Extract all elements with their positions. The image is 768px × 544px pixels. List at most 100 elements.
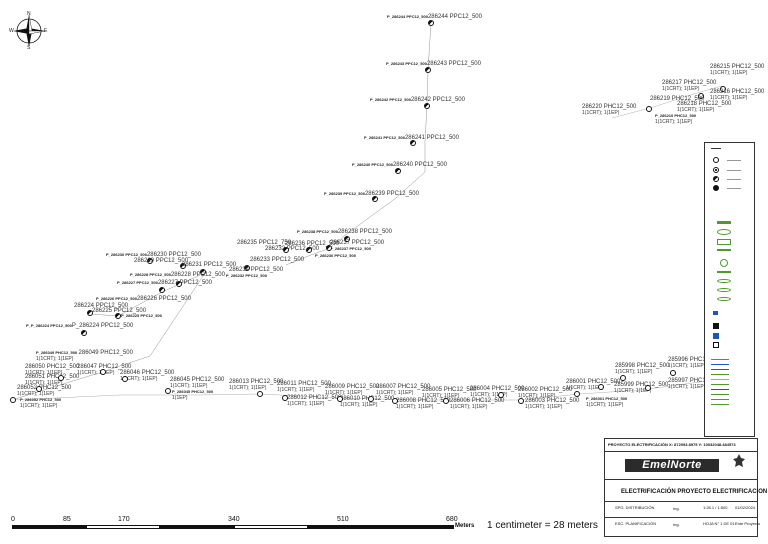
pole-label[interactable]: 286217 PHC12_500 1(1CRT); 1(1EP) <box>662 80 717 92</box>
pole-label[interactable]: P_286232 PPC12_500 <box>226 273 267 278</box>
pole-label[interactable]: P_286238 PPC12_500286238 PPC12_500 <box>297 229 392 235</box>
pole-marker[interactable] <box>598 384 604 390</box>
pole-label[interactable]: P_286237 PPC12_500 <box>330 246 371 251</box>
pole-marker[interactable] <box>646 106 652 112</box>
pole-label[interactable]: 286218 PHC12_500 1(1CRT); 1(1EP) <box>677 101 732 113</box>
pole-label[interactable]: 286229 PPC12_500 <box>134 258 189 264</box>
pole-label[interactable]: 286232 PPC12_500 <box>265 246 320 252</box>
pole-label[interactable]: 286013 PHC12_500 1(1CRT); 1(1EP) <box>229 379 284 391</box>
pole-label[interactable]: 286051 PHC12_500 1(1CRT); 1(1EP) <box>25 374 80 386</box>
pole-label[interactable]: P_286049 PHC12_500 286049 PHC12_500 1(1CR… <box>36 350 133 362</box>
pole-label[interactable]: 286047 PHC12_500 1(1CRT); 1(1EP) <box>77 364 132 376</box>
pole-marker[interactable] <box>165 388 171 394</box>
pole-marker[interactable] <box>100 369 106 375</box>
pole-label[interactable]: 285997 PHC12_500 1(1CRT); 1(1EP) <box>668 378 723 390</box>
pole-label[interactable]: 285999 PHC12_500 1(1CRT); 1(1EP) <box>614 382 669 394</box>
pole-marker[interactable] <box>283 247 289 253</box>
pole-marker[interactable] <box>58 375 64 381</box>
pole-label[interactable]: 286234 PPC12_500 <box>229 267 284 273</box>
pole-label[interactable]: 286235 PPC12_750 <box>237 240 292 246</box>
pole-marker[interactable] <box>720 86 726 92</box>
pole-label[interactable]: 286046 PHC12_500 1(1CRT); 1(1EP) <box>120 370 175 382</box>
pole-marker[interactable] <box>670 370 676 376</box>
pole-marker[interactable] <box>574 391 580 397</box>
pole-label[interactable]: P_286045 PHC12_500 1(1EP) <box>172 389 214 401</box>
pole-label[interactable]: P_286230 PPC12_500286230 PPC12_500 <box>106 252 201 258</box>
pole-label[interactable]: P_286241 PPC12_500286241 PPC12_500 <box>364 135 459 141</box>
pole-marker[interactable] <box>424 103 430 109</box>
pole-label[interactable]: 286224 PPC12_500 <box>74 303 129 309</box>
pole-label[interactable]: P_286236 PPC12_500 <box>315 253 356 258</box>
pole-marker[interactable] <box>392 398 398 404</box>
pole-marker[interactable] <box>645 385 651 391</box>
pole-label[interactable]: 286002 PHC12_500 1(1CRT); 1(1EP) <box>518 387 573 399</box>
pole-marker[interactable] <box>176 281 182 287</box>
pole-label[interactable]: 286236 PPC12_500 <box>285 241 340 247</box>
pole-label[interactable]: 286011 PHC12_500 1(1CRT); 1(1EP) <box>277 381 331 393</box>
pole-marker[interactable] <box>620 375 626 381</box>
pole-label[interactable]: 285998 PHC12_500 1(1CRT); 1(1EP) <box>615 363 670 375</box>
pole-marker[interactable] <box>122 376 128 382</box>
pole-label[interactable]: 286005 PHC12_500 1(1CRT); 1(1EP) <box>422 387 477 399</box>
pole-marker[interactable] <box>81 330 87 336</box>
pole-label[interactable]: 286215 PHC12_500 1(1CRT); 1(1EP) <box>710 64 765 76</box>
pole-marker[interactable] <box>200 269 206 275</box>
pole-label[interactable]: 286010 PHC12_500 1(1CRT); 1(1EP) <box>340 396 395 408</box>
pole-label[interactable]: 286233 PPC12_500 <box>250 257 305 263</box>
pole-label[interactable]: 286006 PHC12_500 1(1CRT); 1(1EP) <box>450 398 505 410</box>
pole-label[interactable]: 286219 PHC12_500 <box>650 96 705 102</box>
pole-label[interactable]: P_286001 PHC12_500 1(1CRT); 1(1EP) <box>586 396 628 408</box>
pole-label[interactable]: P_286226 PPC12_500286226 PPC12_500 <box>96 296 191 302</box>
pole-marker[interactable] <box>244 265 250 271</box>
pole-label[interactable]: P_286239 PPC12_500286239 PPC12_500 <box>324 191 419 197</box>
pole-label[interactable]: P_286242 PPC12_500286242 PPC12_500 <box>370 97 465 103</box>
pole-marker[interactable] <box>344 236 350 242</box>
pole-marker[interactable] <box>498 392 504 398</box>
pole-label[interactable]: P_P_286224 PPC12_500P_286224 PPC12_500 <box>26 323 134 329</box>
pole-marker[interactable] <box>698 93 704 99</box>
pole-marker[interactable] <box>443 398 449 404</box>
pole-marker[interactable] <box>368 396 374 402</box>
pole-label[interactable]: 286045 PHC12_500 1(1CRT); 1(1EP) <box>170 377 225 389</box>
pole-label[interactable]: 286009 PHC12_500 1(1CRT); 1(1EP) <box>325 384 380 396</box>
pole-marker[interactable] <box>306 247 312 253</box>
pole-label[interactable]: P_286227 PPC12_500286227 PPC12_500 <box>117 280 212 286</box>
pole-label[interactable]: 286007 PHC12_500 1(1CRT); 1(1EP) <box>376 384 431 396</box>
pole-marker[interactable] <box>10 397 16 403</box>
pole-marker[interactable] <box>337 396 343 402</box>
pole-label[interactable]: 286008 PHC12_500 1(1CRT); 1(1EP) <box>396 398 451 410</box>
pole-label[interactable]: 286237 PPC12_500 <box>330 240 385 246</box>
pole-marker[interactable] <box>87 310 93 316</box>
pole-marker[interactable] <box>395 168 401 174</box>
pole-marker[interactable] <box>410 140 416 146</box>
pole-marker[interactable] <box>428 20 434 26</box>
pole-label[interactable]: 286225 PPC12_500 <box>92 308 147 314</box>
pole-label[interactable]: 285996 PHC12_500 1(1CRT); 1(1EP) <box>668 357 723 369</box>
pole-label[interactable]: 286216 PHC12_500 1(1CRT); 1(1EP) <box>710 89 765 101</box>
pole-marker[interactable] <box>518 398 524 404</box>
pole-label[interactable]: 286052 PHC12_500 1(1CRT); 1(1EP) <box>17 385 72 397</box>
pole-label[interactable]: P_286228 PPC12_500286228 PPC12_500 <box>130 272 225 278</box>
pole-label[interactable]: P_286225 PPC12_500 <box>121 313 162 318</box>
pole-label[interactable]: P_286240 PPC12_500286240 PPC12_500 <box>352 162 447 168</box>
pole-label[interactable]: 286001 PHC12_500 1(1CRT); 1(1EP) <box>566 379 621 391</box>
pole-marker[interactable] <box>257 391 263 397</box>
pole-marker[interactable] <box>36 386 42 392</box>
pole-marker[interactable] <box>282 395 288 401</box>
pole-marker[interactable] <box>147 258 153 264</box>
pole-label[interactable]: 286003 PHC12_500 1(1CRT); 1(1EP) <box>525 398 580 410</box>
pole-marker[interactable] <box>115 313 121 319</box>
pole-label[interactable]: 286231 PPC12_500 <box>182 262 237 268</box>
pole-label[interactable]: 286012 PHC12_500 1(1CRT); 1(1EP) <box>287 395 342 407</box>
pole-label[interactable]: P_286244 PPC12_500286244 PPC12_500 <box>387 14 482 20</box>
pole-label[interactable]: P_286052 PHC12_500 1(1CRT); 1(1EP) <box>20 397 62 409</box>
pole-label[interactable]: P_286210 PHC12_500 1(1CRT); 1(1EP) <box>655 113 697 125</box>
pole-label[interactable]: P_286243 PPC12_500286243 PPC12_500 <box>386 61 481 67</box>
pole-marker[interactable] <box>425 67 431 73</box>
pole-marker[interactable] <box>326 245 332 251</box>
pole-label[interactable]: 286050 PHC12_500 1(1CRT); 1(1EP) <box>25 364 80 376</box>
pole-marker[interactable] <box>159 287 165 293</box>
pole-label[interactable]: 286220 PHC12_500 1(1CRT); 1(1EP) <box>582 104 637 116</box>
pole-marker[interactable] <box>180 263 186 269</box>
